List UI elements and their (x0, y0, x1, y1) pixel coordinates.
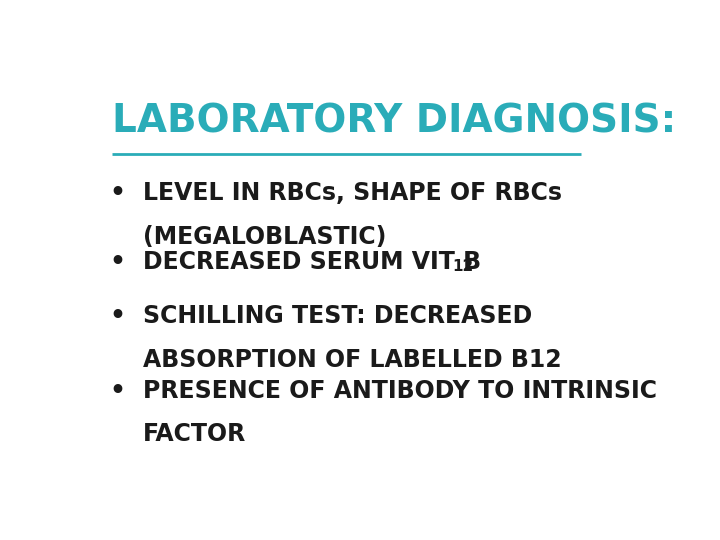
Text: DECREASED SERUM VIT B: DECREASED SERUM VIT B (143, 250, 481, 274)
Text: (MEGALOBLASTIC): (MEGALOBLASTIC) (143, 225, 387, 249)
Text: SCHILLING TEST: DECREASED: SCHILLING TEST: DECREASED (143, 304, 532, 328)
Text: FACTOR: FACTOR (143, 422, 246, 447)
Text: LABORATORY DIAGNOSIS:: LABORATORY DIAGNOSIS: (112, 102, 677, 140)
Text: ABSORPTION OF LABELLED B12: ABSORPTION OF LABELLED B12 (143, 348, 562, 372)
Text: PRESENCE OF ANTIBODY TO INTRINSIC: PRESENCE OF ANTIBODY TO INTRINSIC (143, 379, 657, 403)
Text: •: • (109, 304, 125, 328)
Text: •: • (109, 250, 125, 274)
Text: 12: 12 (453, 259, 474, 274)
Text: •: • (109, 379, 125, 403)
Text: LEVEL IN RBCs, SHAPE OF RBCs: LEVEL IN RBCs, SHAPE OF RBCs (143, 181, 562, 205)
Text: •: • (109, 181, 125, 205)
